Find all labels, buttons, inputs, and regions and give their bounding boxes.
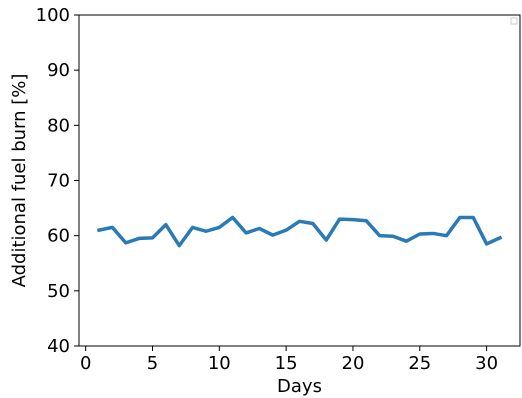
plot-background [79,15,520,346]
x-tick-label: 5 [147,353,158,374]
y-tick-label: 70 [47,171,70,192]
legend-box [510,17,518,25]
y-tick-label: 50 [47,281,70,302]
y-tick-label: 40 [47,336,70,357]
x-tick-label: 0 [80,353,91,374]
x-tick-label: 10 [208,353,231,374]
series-line [96,215,503,248]
y-axis: 40 50 60 70 80 90 100 [36,5,79,357]
x-tick-label: 25 [408,353,431,374]
y-tick-label: 80 [47,115,70,136]
y-tick-label: 90 [47,60,70,81]
x-axis: 0 5 10 15 20 25 30 [80,346,498,374]
x-tick-label: 30 [475,353,498,374]
x-tick-label: 15 [275,353,298,374]
series-layer [96,215,503,248]
x-axis-label: Days [277,376,322,397]
x-tick-label: 20 [342,353,365,374]
y-axis-label: Additional fuel burn [%] [9,74,30,288]
y-tick-label: 100 [36,5,70,26]
y-tick-label: 60 [47,226,70,247]
